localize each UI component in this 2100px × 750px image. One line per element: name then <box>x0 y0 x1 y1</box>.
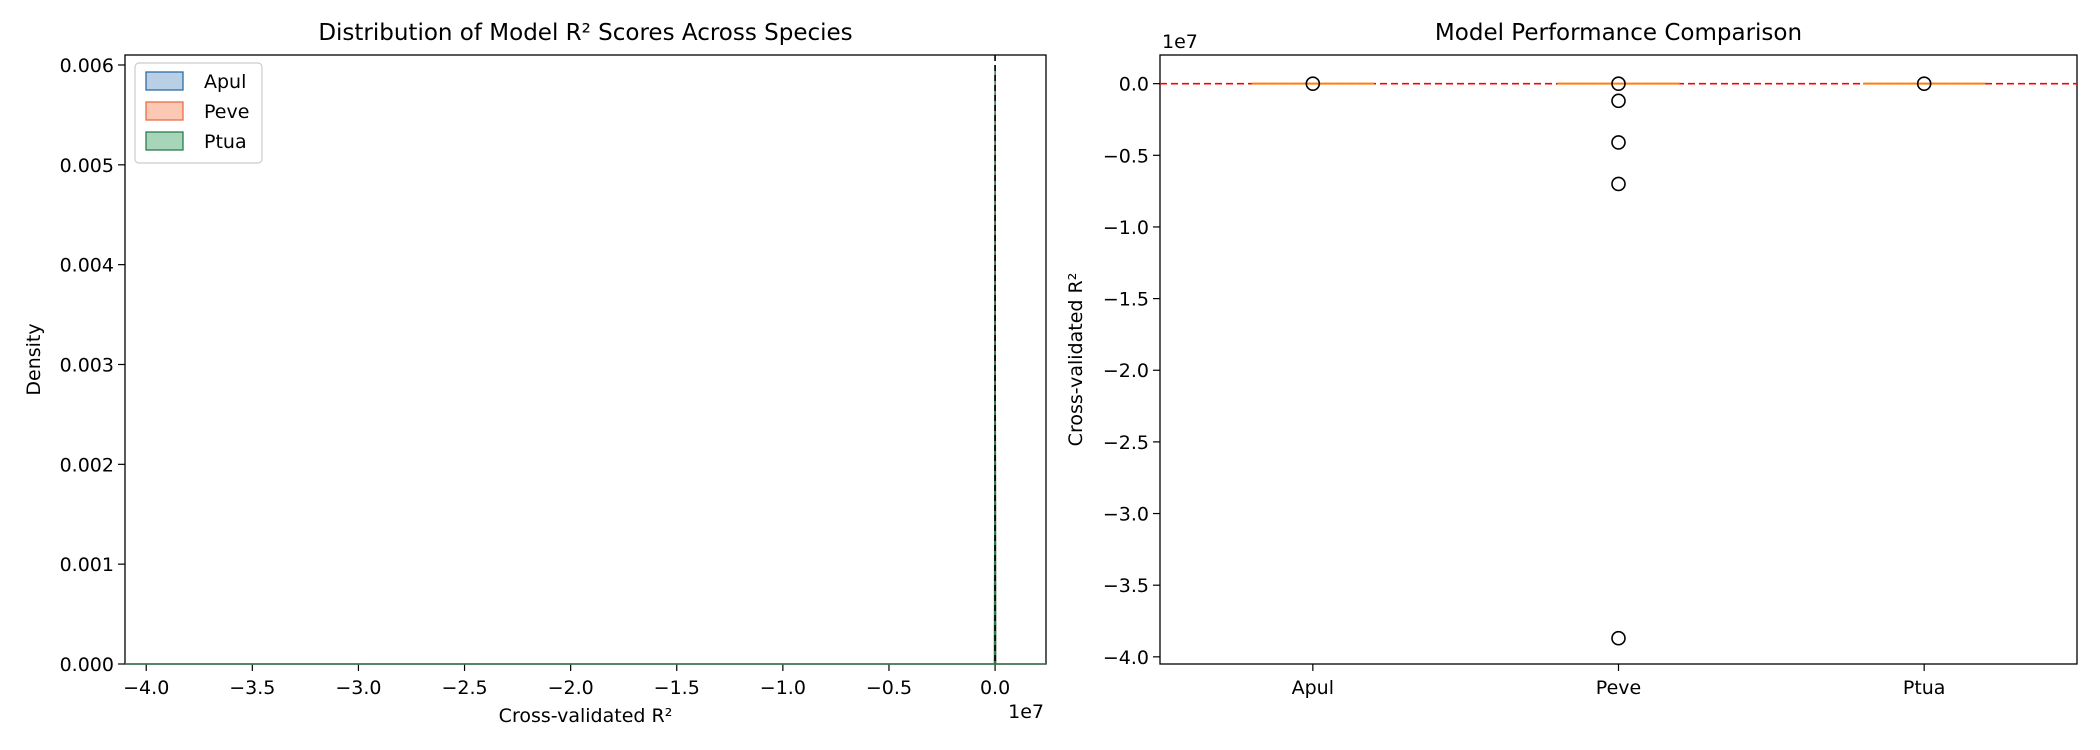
density-y-tick-label: 0.002 <box>60 454 114 476</box>
legend-swatch-peve <box>145 101 184 121</box>
boxplot-x-tick-label: Peve <box>1596 677 1641 699</box>
boxplot-y-tick-label: 0.0 <box>1119 74 1149 96</box>
boxplot-y-tick-label: −1.0 <box>1103 217 1149 239</box>
density-legend: Apul Peve Ptua <box>134 62 263 164</box>
boxplot-plot-frame <box>1159 54 2078 665</box>
density-curve-apul <box>125 64 1046 665</box>
boxplot-y-ticks: 0.0 −0.5 −1.0 −1.5 −2.0 −2.5 −3.0 −3.5 −4.0 <box>1103 74 1160 669</box>
boxplot-y-tick-label: −1.5 <box>1103 289 1149 311</box>
density-x-tick-label: 0.0 <box>980 677 1010 699</box>
legend-swatch-apul <box>145 71 184 91</box>
boxplot-y-tick-label: −3.0 <box>1103 504 1149 526</box>
density-y-ticks: 0.000 0.001 0.002 0.003 0.004 0.005 0.006 <box>60 55 125 676</box>
legend-label-apul: Apul <box>204 71 246 93</box>
density-plot-frame <box>124 54 1047 665</box>
density-x-axis-label: Cross-validated R² <box>499 705 673 727</box>
density-x-tick-label: −3.5 <box>229 677 275 699</box>
outlier-point-apul <box>1305 76 1321 91</box>
outlier-point-peve <box>1611 135 1626 150</box>
density-y-axis-label: Density <box>23 323 45 395</box>
boxplot-y-tick-label: −4.0 <box>1103 647 1149 669</box>
density-x-offset-label: 1e7 <box>1008 701 1044 723</box>
outlier-point-peve <box>1611 176 1626 192</box>
boxplot-y-tick-label: −3.5 <box>1103 575 1149 597</box>
density-chart-title: Distribution of Model R² Scores Across S… <box>318 20 852 46</box>
boxplot-x-tick-label: Apul <box>1292 677 1334 699</box>
density-y-tick-label: 0.005 <box>60 155 114 177</box>
density-x-tick-label: −1.0 <box>760 677 806 699</box>
density-curve-ptua <box>125 64 1046 665</box>
density-y-tick-label: 0.004 <box>60 255 114 277</box>
density-curve-peve <box>125 64 1046 665</box>
density-y-tick-label: 0.000 <box>60 654 114 676</box>
outlier-point-peve <box>1611 93 1626 109</box>
density-x-tick-label: −1.5 <box>654 677 700 699</box>
boxplot-y-tick-label: −2.0 <box>1103 360 1149 382</box>
outlier-point-peve <box>1611 76 1626 91</box>
boxplot-y-tick-label: −0.5 <box>1103 145 1149 167</box>
boxplot-y-offset-label: 1e7 <box>1162 31 1198 53</box>
boxplot-chart-title: Model Performance Comparison <box>1435 20 1802 46</box>
outlier-point-ptua <box>1916 76 1932 91</box>
density-y-tick-label: 0.003 <box>60 354 114 376</box>
boxplot-x-ticks: Apul Peve Ptua <box>1292 664 1946 699</box>
legend-label-ptua: Ptua <box>204 131 247 153</box>
legend-swatch-ptua <box>145 131 184 151</box>
legend-label-peve: Peve <box>204 101 249 123</box>
density-x-tick-label: −2.5 <box>441 677 487 699</box>
boxplot-boxes <box>1251 76 1986 646</box>
density-x-ticks: −4.0 −3.5 −3.0 −2.5 −2.0 −1.5 −1.0 −0.5 0.0 <box>123 664 1010 699</box>
density-y-tick-label: 0.001 <box>60 554 114 576</box>
density-x-tick-label: −2.0 <box>548 677 594 699</box>
density-x-tick-label: −4.0 <box>123 677 169 699</box>
boxplot-panel: Model Performance Comparison 0.0 −0.5 −1.0… <box>1065 20 2078 699</box>
density-panel: Distribution of Model R² Scores Across S… <box>23 20 1047 727</box>
boxplot-y-axis-label: Cross-validated R² <box>1065 273 1087 447</box>
boxplot-y-tick-label: −2.5 <box>1103 432 1149 454</box>
density-x-tick-label: −0.5 <box>866 677 912 699</box>
boxplot-x-tick-label: Ptua <box>1903 677 1946 699</box>
density-curves <box>125 64 1046 665</box>
outlier-point-peve <box>1611 630 1626 646</box>
density-y-tick-label: 0.006 <box>60 55 114 77</box>
density-x-tick-label: −3.0 <box>335 677 381 699</box>
